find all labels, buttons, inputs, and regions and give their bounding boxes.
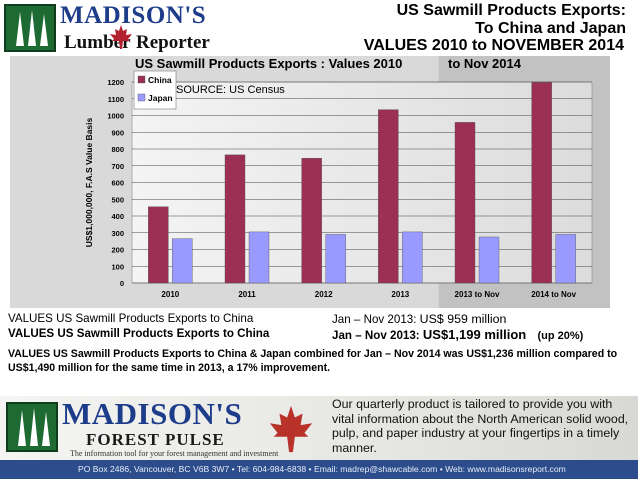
y-tick-label: 1000 [107,112,124,121]
summary-row2-percent: (up 20%) [537,330,584,342]
footer-background [0,396,638,462]
logo-brand: MADISON'S [60,2,207,29]
x-tick-label: 2011 [238,290,256,299]
chart-svg: 0 100 200 300 400 500 600 700 800 900 1000 1100 1200… [10,56,610,308]
bar-japan [172,238,193,284]
y-tick-label: 200 [111,246,124,255]
madisons-lumber-reporter-logo: MADISON'S Lumber Reporter [4,2,226,55]
y-tick-label: 600 [111,179,124,188]
footer-contact-bar [0,460,638,479]
summary-row1-period: Jan – Nov 2013: [332,313,417,326]
footer-tagline: The information tool for your forest man… [70,449,279,458]
y-tick-label: 1100 [108,95,124,104]
exports-bar-chart: 0 100 200 300 400 500 600 700 800 900 1000 1100 1200… [10,56,610,308]
y-tick-label: 800 [111,145,124,154]
summary-row2-label: VALUES US Sawmill Products Exports to Ch… [8,327,270,340]
header-title-line1: US Sawmill Products Exports: [396,2,626,19]
x-tick-label: 2014 to Nov [531,290,576,299]
summary-row1-figure: Jan – Nov 2013: US$ 959 million [332,312,506,326]
summary-row1-value: US$ 959 million [419,312,507,326]
legend-label-china: China [148,75,172,85]
bar-japan [402,231,423,284]
footer-product-name: FOREST PULSE [86,430,225,449]
header-title-line2: To China and Japan [475,20,626,37]
footer-brand: MADISON'S [62,396,243,431]
y-tick-label: 1200 [107,78,124,87]
chart-source-note: SOURCE: US Census [176,84,285,96]
bar-china [378,109,399,284]
chart-y-axis-label: US$1,000,000, F.A.S Value Basis [84,117,94,247]
header-title-line3: VALUES 2010 to NOVEMBER 2014 [363,37,624,54]
bar-japan [478,236,500,284]
y-tick-label: 900 [111,128,124,137]
bar-china [301,158,322,284]
maple-leaf-icon [108,24,134,55]
y-tick-label: 100 [111,262,124,271]
y-tick-label: 400 [111,212,124,221]
summary-paragraph: VALUES US Sawmill Products Exports to Ch… [8,348,618,374]
y-tick-label: 300 [111,229,124,238]
legend-swatch-china [137,75,146,84]
bar-china [531,81,552,284]
summary-row1-label: VALUES US Sawmill Products Exports to Ch… [8,312,254,325]
legend-label-japan: Japan [148,93,173,103]
x-tick-label: 2013 to Nov [455,290,500,299]
y-tick-label: 0 [120,279,124,288]
chart-title-right: to Nov 2014 [448,56,522,71]
bar-japan [555,234,576,284]
logo-tree-icon [4,4,56,52]
y-tick-label: 700 [111,162,124,171]
legend-swatch-japan [137,93,146,102]
logo-word-reporter: Reporter [136,32,210,53]
y-tick-label: 500 [111,195,124,204]
forest-pulse-footer: MADISON'S FOREST PULSE The information t… [0,396,638,479]
bar-japan [248,231,270,284]
x-tick-label: 2010 [161,290,179,299]
chart-legend: China Japan [133,70,177,110]
x-tick-label: 2013 [391,290,409,299]
bar-china [148,206,169,284]
footer-maple-leaf-icon [266,404,316,459]
bar-japan [325,234,346,284]
x-tick-label: 2012 [315,290,333,299]
bar-china [454,122,476,284]
summary-row2-value: US$1,199 million [422,327,527,342]
bar-china [224,154,246,284]
chart-title-left: US Sawmill Products Exports : Values 201… [135,56,402,71]
summary-row2-figure: Jan – Nov 2013: US$1,199 million (up 20%… [332,327,583,342]
footer-tree-icon [6,402,58,452]
footer-blurb: Our quarterly product is tailored to pro… [332,397,629,455]
footer-contact-text: PO Box 2486, Vancouver, BC V6B 3W7 • Tel… [78,464,566,474]
summary-row2-period: Jan – Nov 2013: [332,329,420,342]
